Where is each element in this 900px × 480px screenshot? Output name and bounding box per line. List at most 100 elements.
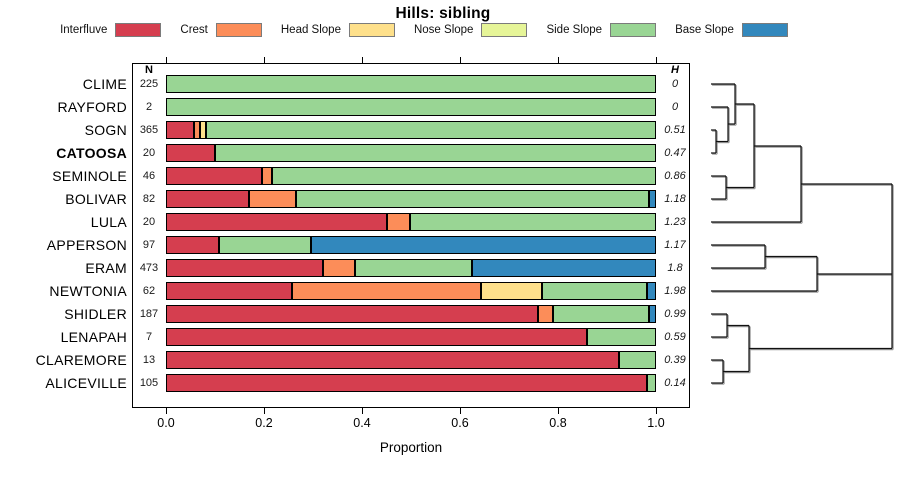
row-n-value: 97 [142,238,156,251]
bar-segment-side_slope [618,351,656,369]
row-label: SEMINOLE [52,168,127,184]
bar-segment-crest [386,213,410,231]
interfluve-swatch [115,23,162,37]
bar-row [166,236,656,254]
x-axis-tick-label: 0.8 [549,416,567,430]
row-label: LENAPAH [60,329,127,345]
row-label: LULA [90,214,127,230]
bar-segment-side_slope [215,144,656,162]
bar-row [166,351,656,369]
bar-segment-side_slope [295,190,650,208]
bar-segment-crest [262,167,272,185]
row-n-value: 7 [145,330,153,343]
row-n-value: 20 [142,215,156,228]
bar-segment-side_slope [218,236,312,254]
bar-segment-base_slope [647,282,656,300]
legend-item-interfluve: Interfluve [60,23,162,37]
legend-item-head_slope: Head Slope [281,23,395,37]
bar-segment-interfluve [166,213,387,231]
row-h-value: 0.14 [664,376,686,389]
x-axis-tick [362,408,363,414]
legend-item-base_slope: Base Slope [675,23,788,37]
bar-segment-interfluve [166,328,587,346]
row-label: SOGN [84,122,127,138]
bar-segment-base_slope [311,236,656,254]
bar-row [166,167,656,185]
row-h-value: 0 [671,100,679,113]
x-axis-top-tick [460,57,461,63]
row-n-value: 82 [142,192,156,205]
bar-segment-side_slope [410,213,656,231]
bar-segment-interfluve [166,282,292,300]
legend-item-nose_slope: Nose Slope [413,23,528,37]
row-h-value: 0.51 [664,123,686,136]
row-n-value: 225 [139,77,159,90]
row-n-value: 365 [139,123,159,136]
bar-segment-side_slope [354,259,473,277]
x-axis-top-tick [264,57,265,63]
bar-segment-crest [248,190,296,208]
row-h-value: 1.17 [664,238,686,251]
crest-swatch [215,23,262,37]
legend-item-crest: Crest [180,23,262,37]
legend-label: Head Slope [280,24,341,36]
row-h-value: 0.39 [664,353,686,366]
side_slope-swatch [610,23,657,37]
x-axis-tick [460,408,461,414]
row-n-value: 105 [139,376,159,389]
chart-title: Hills: sibling [395,5,491,22]
row-n-value: 62 [142,284,156,297]
bar-segment-base_slope [649,305,656,323]
bar-segment-side_slope [647,374,656,392]
row-h-value: 1.98 [664,284,686,297]
bar-segment-interfluve [166,305,538,323]
bar-row [166,282,656,300]
bar-segment-base_slope [649,190,656,208]
bar-segment-side_slope [271,167,656,185]
plot-box [132,63,690,408]
legend: Interfluve Crest Head Slope Nose Slope Side … [0,23,848,37]
bar-segment-side_slope [586,328,656,346]
n-column-header: N [145,64,153,76]
bar-segment-base_slope [472,259,656,277]
row-h-value: 1.23 [664,215,686,228]
bar-row [166,190,656,208]
row-label: SHIDLER [64,306,127,322]
x-axis-top-tick [558,57,559,63]
bar-segment-interfluve [166,351,619,369]
row-h-value: 0.59 [664,330,686,343]
bar-segment-side_slope [166,75,656,93]
bar-segment-head_slope [481,282,542,300]
bar-segment-side_slope [205,121,656,139]
bar-segment-interfluve [166,167,263,185]
bar-segment-interfluve [166,374,648,392]
legend-label: Interfluve [60,24,108,36]
bar-row [166,98,656,116]
row-h-value: 0.99 [664,307,686,320]
bar-segment-crest [291,282,482,300]
bar-segment-head_slope [199,121,206,139]
row-label: ERAM [85,260,127,276]
row-label: APPERSON [46,237,127,253]
legend-label: Side Slope [546,24,603,36]
legend-item-side_slope: Side Slope [546,23,657,37]
row-label: ALICEVILLE [45,375,127,391]
row-label: CATOOSA [56,145,127,161]
bar-row [166,121,656,139]
bar-row [166,259,656,277]
row-n-value: 187 [139,307,159,320]
nose_slope-swatch [481,23,528,37]
bar-row [166,213,656,231]
row-n-value: 13 [142,353,156,366]
legend-label: Nose Slope [413,24,474,36]
bar-segment-crest [537,305,554,323]
bar-segment-interfluve [166,144,215,162]
row-h-value: 0.47 [664,146,686,159]
x-axis-tick [264,408,265,414]
bar-segment-interfluve [166,121,195,139]
bar-segment-side_slope [166,98,656,116]
bar-segment-crest [194,121,200,139]
row-n-value: 2 [145,100,153,113]
x-axis-tick [558,408,559,414]
row-h-value: 1.18 [664,192,686,205]
